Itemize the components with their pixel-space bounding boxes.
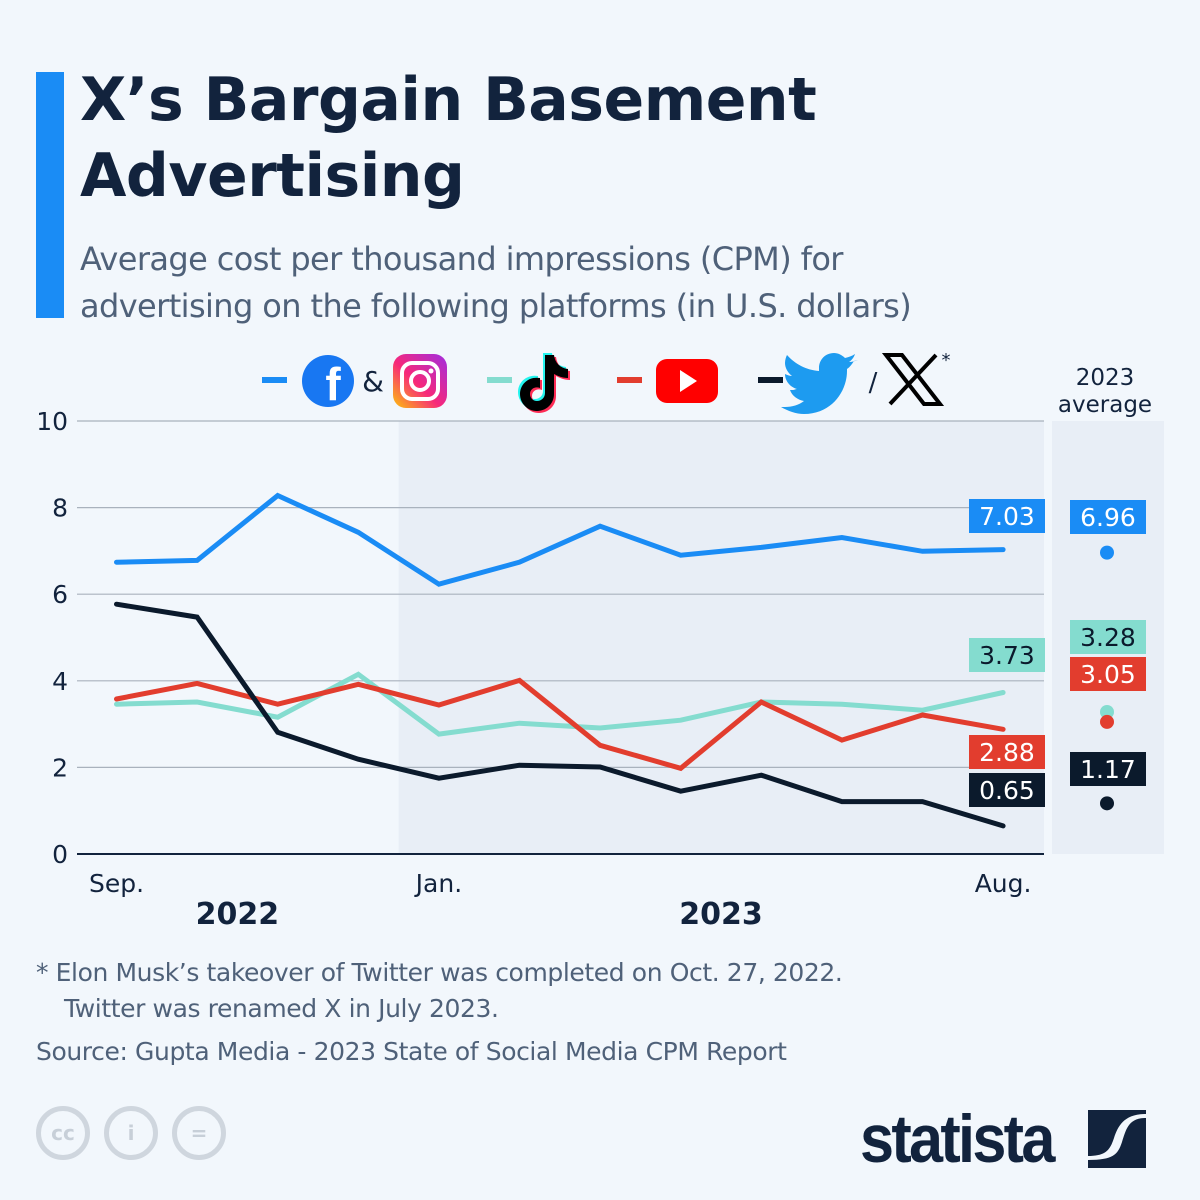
chart-subtitle: Average cost per thousand impressions (C…: [80, 236, 1120, 330]
average-value-label: 1.17: [1080, 755, 1136, 784]
average-value-box: [1070, 620, 1146, 654]
legend-swatch: [617, 377, 642, 383]
end-value-label-box: [969, 638, 1045, 672]
facebook-icon-glyph: f: [325, 358, 341, 410]
x-tick-label: Jan.: [414, 869, 462, 898]
average-dot: [1100, 704, 1114, 719]
instagram-icon: [393, 354, 447, 408]
title-line-2: Advertising: [80, 141, 465, 211]
average-value-label: 6.96: [1080, 503, 1136, 532]
cc-icon[interactable]: cc: [36, 1106, 90, 1160]
average-dot: [1100, 714, 1114, 729]
instagram-icon-lens: [409, 370, 431, 392]
legend-joiner: /: [869, 368, 878, 398]
instagram-icon-bg: [393, 354, 447, 408]
average-panel-title: average: [1058, 392, 1152, 418]
end-value-label: 7.03: [979, 502, 1035, 531]
subtitle-line-2: advertising on the following platforms (…: [80, 287, 912, 325]
statista-wordmark: statista: [860, 1101, 1055, 1177]
tiktok-icon: [518, 353, 570, 413]
average-dot: [1100, 796, 1114, 811]
average-panel-title: 2023: [1076, 365, 1135, 391]
instagram-icon-frame: [400, 361, 440, 401]
average-value-label: 3.05: [1080, 660, 1136, 689]
license-icons: cc i =: [36, 1106, 226, 1160]
legend-swatch: [758, 377, 783, 383]
subtitle-line-1: Average cost per thousand impressions (C…: [80, 240, 843, 278]
average-value-box: [1070, 657, 1146, 691]
title-line-1: X’s Bargain Basement: [80, 65, 817, 135]
statista-mark-icon: [1088, 1110, 1147, 1168]
end-value-label: 3.73: [979, 641, 1035, 670]
series-line-3: [114, 601, 1006, 829]
title-accent-bar: [36, 72, 64, 318]
attribution-icon[interactable]: i: [104, 1106, 158, 1160]
end-value-label-box: [969, 735, 1045, 769]
chart-title: X’s Bargain Basement Advertising: [80, 62, 1080, 214]
youtube-icon: [656, 359, 718, 403]
footnote-line-2: Twitter was renamed X in July 2023.: [64, 994, 499, 1023]
end-value-label: 2.88: [979, 738, 1035, 767]
year-label: 2022: [196, 897, 280, 932]
y-tick-label: 8: [52, 494, 68, 523]
x-icon: [881, 353, 945, 406]
footnote-asterisk: *: [942, 350, 951, 371]
twitter-icon-bird: [781, 353, 858, 414]
legend-joiner: &: [362, 365, 384, 398]
x-tick-label: Aug.: [975, 869, 1032, 898]
y-tick-label: 0: [52, 840, 68, 869]
year-label: 2023: [679, 897, 763, 932]
shaded-2023-region: [398, 421, 1045, 854]
footnote-line-1: * Elon Musk’s takeover of Twitter was co…: [36, 958, 843, 987]
legend: f & / *: [262, 350, 951, 414]
footnote: * Elon Musk’s takeover of Twitter was co…: [36, 955, 843, 1027]
x-tick-label: Sep.: [89, 869, 144, 898]
end-value-label: 0.65: [979, 776, 1035, 805]
end-value-label-box: [969, 773, 1045, 807]
legend-swatch: [262, 377, 287, 383]
y-tick-label: 2: [52, 753, 68, 782]
average-dot: [1100, 545, 1114, 560]
y-tick-label: 4: [52, 667, 68, 696]
average-value-label: 3.28: [1080, 623, 1136, 652]
average-value-box: [1070, 500, 1146, 534]
tiktok-icon-glyph: [520, 355, 568, 411]
twitter-icon: [781, 353, 858, 414]
instagram-icon-dot: [428, 368, 434, 374]
y-tick-label: 6: [52, 580, 68, 609]
line-chart: f & / * 7.03 3.73 2.88 0.65 0 2 4 6 8 10 Sep. Jan. Aug…: [36, 350, 1164, 932]
no-derivatives-icon[interactable]: =: [172, 1106, 226, 1160]
series-line-2: [114, 677, 1006, 772]
x-icon-stroke: [881, 353, 945, 406]
end-value-label-box: [969, 499, 1045, 533]
legend-swatch: [487, 377, 512, 383]
x-icon-diagonal: [888, 353, 938, 406]
y-tick-label: 10: [36, 407, 68, 436]
facebook-icon-circle: [302, 355, 354, 407]
facebook-icon: f: [302, 355, 354, 410]
youtube-icon-play: [680, 370, 697, 392]
average-value-box: [1070, 752, 1146, 786]
source-note: Source: Gupta Media - 2023 State of Soci…: [36, 1037, 787, 1066]
statista-logo[interactable]: statista: [860, 1100, 1147, 1178]
series-line-0: [114, 492, 1006, 587]
